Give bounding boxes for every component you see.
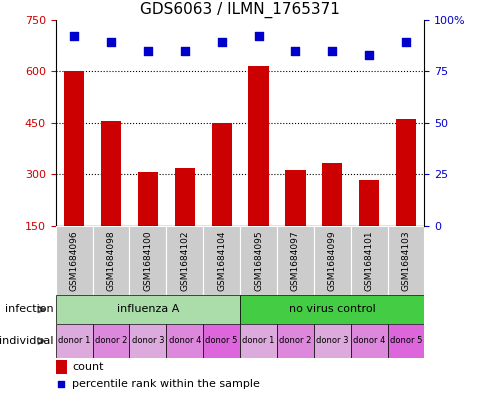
Text: donor 3: donor 3 (315, 336, 348, 345)
Bar (313, 324, 350, 358)
Bar (101, 121, 121, 226)
Bar (387, 324, 424, 358)
Bar (203, 324, 240, 358)
Text: influenza A: influenza A (117, 305, 179, 314)
Bar (129, 324, 166, 358)
Text: donor 5: donor 5 (389, 336, 421, 345)
Text: no virus control: no virus control (288, 305, 375, 314)
Bar (350, 226, 387, 295)
Text: GSM1684103: GSM1684103 (401, 230, 409, 291)
Bar (92, 226, 129, 295)
Text: donor 1: donor 1 (242, 336, 274, 345)
Point (144, 48, 151, 54)
Text: donor 2: donor 2 (95, 336, 127, 345)
Text: donor 1: donor 1 (58, 336, 90, 345)
Bar (240, 295, 424, 324)
Point (181, 48, 188, 54)
Bar (56, 324, 92, 358)
Bar (166, 226, 203, 295)
Bar (321, 163, 342, 226)
Bar (174, 167, 195, 226)
Text: GSM1684099: GSM1684099 (327, 230, 336, 291)
Text: count: count (72, 362, 104, 372)
Point (217, 39, 225, 46)
Bar (358, 180, 378, 226)
Bar (387, 226, 424, 295)
Text: GSM1684101: GSM1684101 (364, 230, 373, 291)
Point (364, 51, 372, 58)
Text: individual: individual (0, 336, 53, 346)
Point (70, 33, 78, 39)
Bar (276, 226, 313, 295)
Bar (248, 66, 268, 226)
Text: donor 5: donor 5 (205, 336, 237, 345)
Bar (276, 324, 313, 358)
Bar (203, 226, 240, 295)
Title: GDS6063 / ILMN_1765371: GDS6063 / ILMN_1765371 (140, 2, 339, 18)
Bar (395, 119, 415, 226)
Point (254, 33, 262, 39)
Text: percentile rank within the sample: percentile rank within the sample (72, 379, 260, 389)
Point (57, 380, 65, 387)
Text: donor 2: donor 2 (279, 336, 311, 345)
Bar (137, 172, 158, 226)
Bar (56, 226, 92, 295)
Text: donor 4: donor 4 (168, 336, 200, 345)
Bar (56, 295, 240, 324)
Text: GSM1684100: GSM1684100 (143, 230, 152, 291)
Bar (211, 123, 231, 226)
Bar (56, 360, 67, 374)
Text: GSM1684102: GSM1684102 (180, 230, 189, 290)
Bar (166, 324, 203, 358)
Text: GSM1684097: GSM1684097 (290, 230, 299, 291)
Bar (313, 226, 350, 295)
Text: donor 4: donor 4 (352, 336, 384, 345)
Bar (350, 324, 387, 358)
Point (291, 48, 299, 54)
Bar (285, 170, 305, 226)
Text: donor 3: donor 3 (131, 336, 164, 345)
Text: GSM1684095: GSM1684095 (254, 230, 262, 291)
Bar (64, 71, 84, 226)
Point (107, 39, 115, 46)
Bar (240, 226, 276, 295)
Text: GSM1684104: GSM1684104 (217, 230, 226, 290)
Point (328, 48, 335, 54)
Bar (240, 324, 276, 358)
Point (401, 39, 409, 46)
Bar (129, 226, 166, 295)
Text: GSM1684096: GSM1684096 (70, 230, 78, 291)
Text: infection: infection (5, 305, 53, 314)
Text: GSM1684098: GSM1684098 (106, 230, 115, 291)
Bar (92, 324, 129, 358)
